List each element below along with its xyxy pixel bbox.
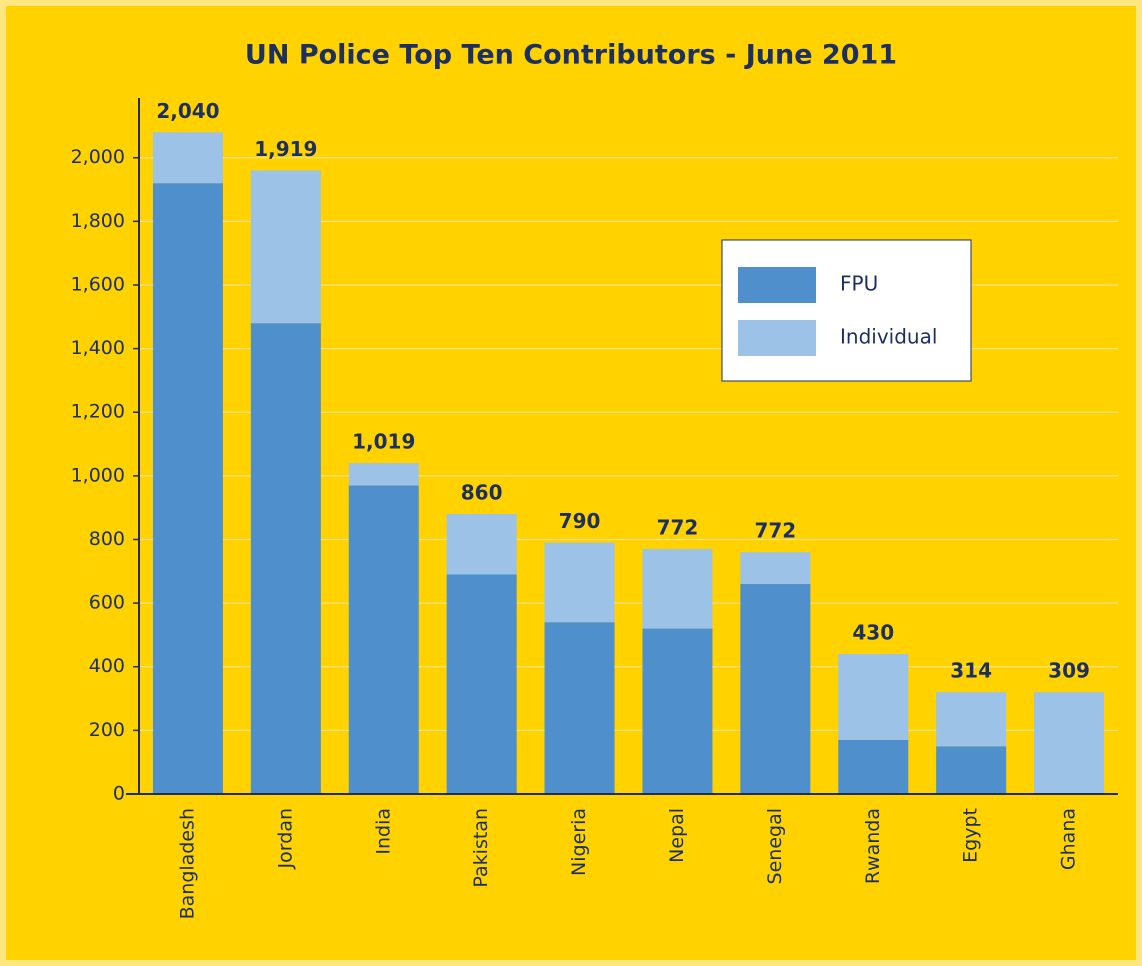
bar-segment <box>544 622 615 794</box>
bar-segment <box>936 746 1007 794</box>
y-tick-label: 600 <box>89 592 125 614</box>
value-label: 314 <box>950 659 992 683</box>
y-tick-label: 1,000 <box>71 464 125 486</box>
x-tick-label: Pakistan <box>470 808 492 888</box>
value-label: 1,019 <box>352 430 415 454</box>
bar-segment <box>152 183 223 794</box>
y-tick-label: 2,000 <box>71 146 125 168</box>
legend-box <box>721 239 972 382</box>
bar-segment <box>544 542 615 623</box>
chart-title: UN Police Top Ten Contributors - June 20… <box>245 40 897 71</box>
legend-label: Individual <box>840 325 937 349</box>
value-label: 309 <box>1048 659 1090 683</box>
x-tick-label: Jordan <box>274 808 296 869</box>
bar-segment <box>838 654 909 740</box>
value-label: 860 <box>461 481 503 505</box>
bar-segment <box>348 463 419 486</box>
value-label: 430 <box>852 621 894 645</box>
bar-segment <box>250 170 321 324</box>
y-tick-label: 1,600 <box>71 273 125 295</box>
value-label: 772 <box>657 516 699 540</box>
value-label: 1,919 <box>254 137 317 161</box>
legend-swatch <box>738 267 816 303</box>
legend-swatch <box>738 320 816 356</box>
bar-segment <box>446 574 517 794</box>
value-label: 772 <box>754 519 796 543</box>
value-label: 2,040 <box>156 99 219 123</box>
bar-segment <box>838 739 909 794</box>
x-tick-label: Nepal <box>666 808 688 863</box>
legend-label: FPU <box>840 272 878 296</box>
x-tick-label: Ghana <box>1058 808 1080 870</box>
bar-segment <box>642 549 713 629</box>
bar-segment <box>250 323 321 794</box>
y-tick-label: 1,400 <box>71 337 125 359</box>
y-tick-label: 1,200 <box>71 401 125 423</box>
y-tick-label: 800 <box>89 528 125 550</box>
bar-segment <box>1034 692 1105 794</box>
x-tick-label: Nigeria <box>568 808 590 876</box>
x-tick-label: Egypt <box>960 808 982 863</box>
bar-segment <box>642 628 713 794</box>
bar-segment <box>936 692 1007 747</box>
y-tick-label: 400 <box>89 655 125 677</box>
bar-segment <box>348 485 419 794</box>
value-label: 790 <box>559 509 601 533</box>
y-tick-label: 0 <box>113 783 125 805</box>
x-tick-label: Rwanda <box>862 808 884 884</box>
y-tick-label: 200 <box>89 719 125 741</box>
bar-segment <box>740 552 811 585</box>
bar-segment <box>152 132 223 184</box>
bar-segment <box>740 584 811 794</box>
x-tick-label: India <box>372 808 394 855</box>
x-tick-label: Bangladesh <box>176 808 198 919</box>
x-tick-label: Senegal <box>764 808 786 884</box>
bar-segment <box>446 514 517 575</box>
y-tick-label: 1,800 <box>71 210 125 232</box>
